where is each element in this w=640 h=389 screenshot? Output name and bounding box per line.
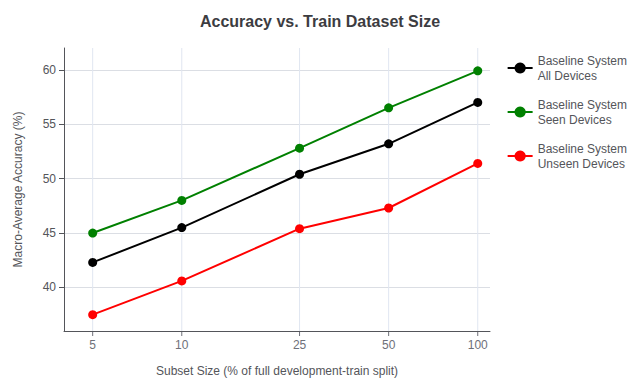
svg-text:100: 100 — [468, 338, 488, 352]
svg-text:Seen Devices: Seen Devices — [538, 113, 612, 127]
svg-text:60: 60 — [43, 63, 57, 77]
svg-text:50: 50 — [43, 172, 57, 186]
svg-text:Subset Size (% of full develop: Subset Size (% of full development-train… — [156, 364, 398, 378]
svg-text:40: 40 — [43, 280, 57, 294]
svg-text:Accuracy vs. Train Dataset Siz: Accuracy vs. Train Dataset Size — [200, 13, 440, 30]
svg-text:25: 25 — [293, 338, 307, 352]
svg-text:50: 50 — [382, 338, 396, 352]
svg-text:10: 10 — [175, 338, 189, 352]
svg-text:Baseline System: Baseline System — [538, 142, 627, 156]
svg-text:Baseline System: Baseline System — [538, 98, 627, 112]
svg-text:Unseen Devices: Unseen Devices — [538, 157, 625, 171]
svg-text:5: 5 — [89, 338, 96, 352]
svg-text:All Devices: All Devices — [538, 69, 597, 83]
svg-text:45: 45 — [43, 226, 57, 240]
svg-text:Macro-Average Accuracy (%): Macro-Average Accuracy (%) — [11, 112, 25, 268]
svg-text:Baseline System: Baseline System — [538, 54, 627, 68]
svg-text:55: 55 — [43, 117, 57, 131]
